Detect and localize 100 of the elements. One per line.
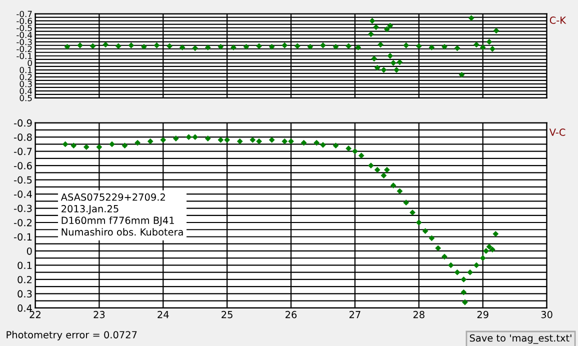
point [83, 144, 90, 150]
point [218, 136, 224, 143]
point [387, 22, 394, 29]
y-tick-label: -0.9 [14, 119, 32, 127]
point [358, 152, 364, 159]
point [154, 42, 160, 48]
x-tick-label: 24 [158, 310, 169, 318]
point [160, 136, 166, 143]
y-tick-label: -0.2 [16, 46, 32, 52]
point [236, 138, 243, 144]
point [403, 42, 410, 48]
point [374, 64, 380, 71]
point [483, 248, 489, 254]
chart-title: V-C [549, 128, 566, 136]
point [192, 45, 198, 52]
point [489, 46, 496, 52]
point [492, 230, 499, 237]
point [346, 146, 352, 152]
point [384, 166, 390, 173]
point [224, 136, 230, 143]
annotation: ASAS075229+2709.2 2013.Jan.25 D160mm f776mm BJ41 Numashiro obs. Kubotera [60, 193, 183, 236]
y-tick-label: 0.2 [18, 276, 32, 284]
point [454, 269, 460, 276]
point [396, 59, 403, 66]
point [355, 44, 362, 50]
point [300, 140, 307, 146]
y-tick-label: 0.3 [20, 80, 32, 88]
point [352, 148, 358, 154]
point [384, 26, 390, 32]
y-tick-label: -0.3 [16, 38, 32, 46]
point [371, 56, 378, 62]
x-tick-label: 25 [222, 310, 232, 318]
point [474, 42, 480, 48]
y-tick-label: 0 [28, 60, 32, 66]
y-tick-label: -0.1 [14, 233, 32, 241]
y-tick-label: -0.6 [16, 18, 32, 24]
point [435, 245, 442, 252]
x-tick-label: 26 [286, 310, 297, 318]
point [390, 182, 396, 188]
point [460, 276, 467, 282]
point [294, 43, 300, 50]
point [62, 141, 68, 148]
x-tick-label: 29 [477, 310, 488, 318]
point [380, 172, 387, 178]
y-tick-label: 0.1 [18, 262, 32, 270]
x-tick-label: 23 [94, 310, 105, 318]
y-tick-label: -0.4 [14, 190, 32, 198]
point [369, 18, 376, 24]
y-tick-label: -0.1 [16, 52, 32, 60]
point [380, 66, 387, 73]
point [179, 44, 186, 50]
point [486, 38, 492, 45]
point [282, 42, 288, 48]
point [122, 142, 128, 149]
point [428, 235, 435, 242]
point [172, 136, 179, 142]
y-tick-label: -0.5 [14, 176, 32, 184]
point [346, 43, 352, 50]
point [218, 44, 224, 50]
point [332, 142, 339, 149]
point [230, 44, 236, 50]
point [374, 166, 380, 173]
point [468, 15, 474, 21]
point [394, 66, 400, 73]
point [320, 142, 326, 148]
point [442, 44, 448, 50]
point [314, 140, 320, 146]
point [416, 220, 422, 226]
point [480, 255, 486, 262]
point [373, 24, 380, 30]
point [416, 43, 422, 50]
y-tick-label: -0.4 [16, 32, 32, 38]
point [493, 28, 500, 34]
y-tick-label: 0.4 [18, 304, 32, 312]
point [396, 188, 403, 194]
y-tick-label: -0.8 [14, 134, 32, 141]
point [448, 262, 454, 268]
point [256, 43, 262, 50]
y-tick-label: 0.4 [20, 88, 32, 94]
chart-title: C-K [550, 16, 566, 24]
point [428, 44, 435, 50]
x-tick-label: 30 [541, 310, 552, 318]
point [192, 134, 198, 140]
point [462, 299, 468, 306]
point [128, 42, 134, 48]
point [268, 44, 275, 50]
y-tick-label: 0.3 [18, 290, 32, 298]
point [320, 42, 326, 48]
point [368, 31, 374, 38]
point [204, 136, 211, 142]
point [387, 52, 394, 59]
point [288, 138, 294, 144]
point [70, 142, 77, 149]
point [486, 244, 492, 250]
y-tick-label: -0.7 [14, 148, 32, 156]
point [147, 138, 154, 144]
point [134, 140, 141, 146]
text: Photometry error = 0.0727 [6, 330, 137, 340]
point [166, 43, 172, 50]
point [460, 289, 467, 296]
